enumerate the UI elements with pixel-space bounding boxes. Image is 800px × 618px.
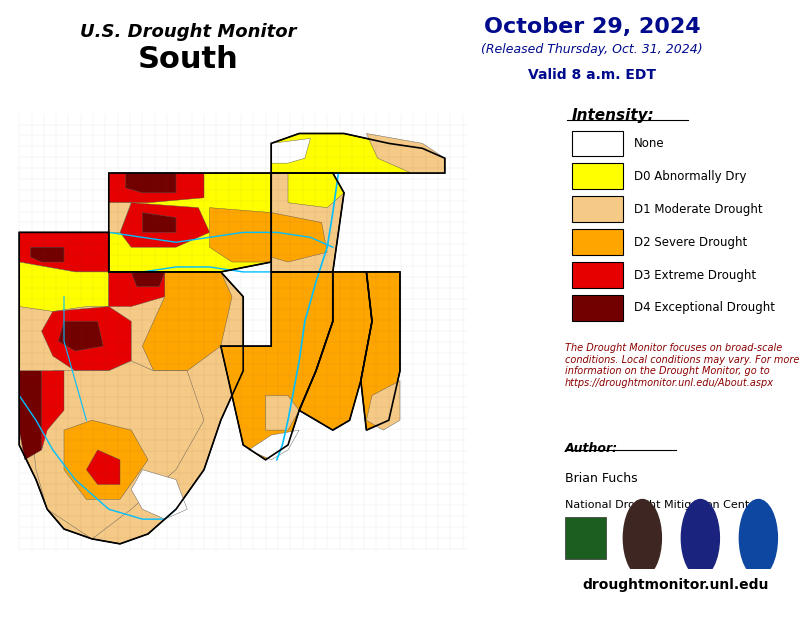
Bar (571, 197, 622, 222)
Text: D4 Exceptional Drought: D4 Exceptional Drought (634, 302, 775, 315)
Text: U.S. Drought Monitor: U.S. Drought Monitor (80, 23, 296, 41)
Text: D2 Severe Drought: D2 Severe Drought (634, 235, 747, 248)
Text: Intensity:: Intensity: (571, 108, 654, 123)
Polygon shape (19, 371, 47, 460)
Polygon shape (131, 470, 187, 519)
Bar (571, 229, 622, 255)
Text: Valid 8 a.m. EDT: Valid 8 a.m. EDT (528, 69, 656, 82)
Polygon shape (142, 272, 232, 371)
Polygon shape (30, 247, 64, 262)
Polygon shape (366, 133, 445, 173)
Text: South: South (138, 44, 238, 74)
Bar (571, 262, 622, 288)
Polygon shape (271, 133, 445, 173)
Text: National Drought Mitigation Center: National Drought Mitigation Center (565, 501, 760, 510)
Polygon shape (142, 213, 176, 232)
Text: droughtmonitor.unl.edu: droughtmonitor.unl.edu (583, 578, 769, 592)
Polygon shape (271, 138, 310, 163)
Polygon shape (64, 420, 148, 499)
Polygon shape (131, 272, 165, 287)
Polygon shape (288, 173, 344, 208)
Polygon shape (221, 272, 333, 460)
Polygon shape (366, 381, 400, 430)
Text: None: None (634, 137, 665, 150)
Polygon shape (58, 321, 103, 351)
Text: D0 Abnormally Dry: D0 Abnormally Dry (634, 170, 746, 183)
Text: The Drought Monitor focuses on broad-scale
conditions. Local conditions may vary: The Drought Monitor focuses on broad-sca… (565, 343, 799, 388)
Polygon shape (126, 173, 176, 193)
Text: USDA: USDA (572, 533, 598, 543)
Polygon shape (109, 203, 131, 232)
Polygon shape (30, 361, 204, 539)
Polygon shape (120, 203, 210, 247)
Polygon shape (271, 173, 344, 272)
Polygon shape (42, 307, 131, 371)
Circle shape (682, 499, 719, 577)
Polygon shape (19, 262, 109, 311)
Circle shape (739, 499, 778, 577)
Bar (571, 130, 622, 156)
Text: NDMC: NDMC (630, 535, 654, 541)
Polygon shape (266, 396, 299, 430)
Polygon shape (109, 173, 204, 203)
Text: October 29, 2024: October 29, 2024 (484, 17, 700, 36)
Text: Brian Fuchs: Brian Fuchs (565, 472, 638, 485)
Text: D1 Moderate Drought: D1 Moderate Drought (634, 203, 763, 216)
Polygon shape (109, 272, 176, 307)
Polygon shape (109, 173, 271, 272)
Text: NWS: NWS (691, 535, 710, 541)
Polygon shape (361, 272, 400, 430)
Polygon shape (249, 430, 299, 460)
Polygon shape (19, 232, 243, 544)
Circle shape (623, 499, 662, 577)
Polygon shape (42, 371, 64, 450)
Text: D3 Extreme Drought: D3 Extreme Drought (634, 268, 756, 282)
Polygon shape (210, 208, 271, 262)
Polygon shape (19, 232, 109, 272)
Bar (565, 517, 606, 559)
Bar (571, 163, 622, 189)
Text: Author:: Author: (565, 442, 618, 455)
Polygon shape (299, 272, 372, 430)
Text: (Released Thursday, Oct. 31, 2024): (Released Thursday, Oct. 31, 2024) (481, 43, 703, 56)
Bar (571, 295, 622, 321)
Polygon shape (271, 213, 327, 262)
Text: NOAA: NOAA (747, 535, 770, 541)
Polygon shape (86, 450, 120, 485)
